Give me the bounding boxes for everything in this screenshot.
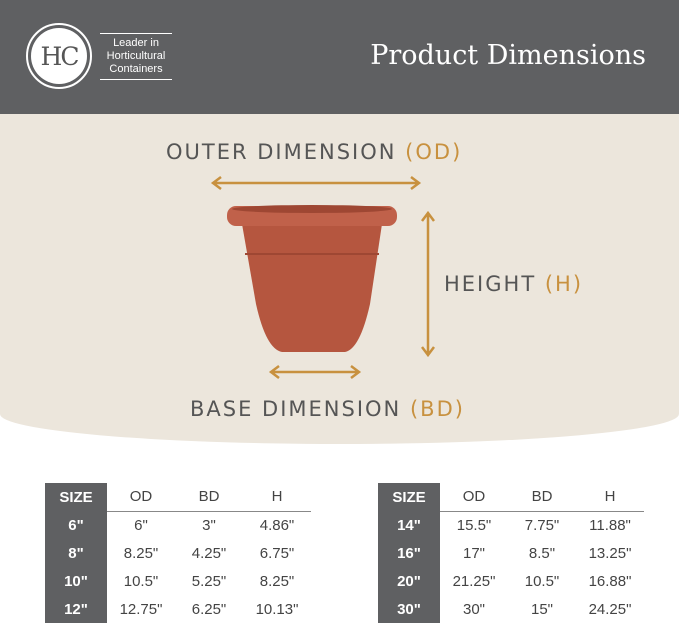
hc-logo: HC (26, 23, 92, 89)
dimension-cell: 7.75" (524, 516, 560, 534)
dimension-cell: 15" (530, 600, 553, 618)
dimension-cell: 8.25" (259, 572, 295, 590)
size-cell: 8" (45, 539, 107, 567)
column-header: SIZE (378, 483, 440, 511)
dimension-cell: 8.5" (528, 544, 556, 562)
dimension-cell: 5.25" (191, 572, 227, 590)
header: HC Leader in Horticultural Containers Pr… (0, 0, 679, 114)
table-row: 8" 8.25" 4.25" 6.75" (45, 539, 311, 567)
base-dimension-label: BASE DIMENSION (BD) (190, 397, 465, 421)
size-cell: 12" (45, 595, 107, 623)
dimension-cell: 13.25" (588, 544, 632, 562)
table-row: 14" 15.5" 7.75" 11.88" (378, 511, 644, 539)
dimension-cell: 21.25" (452, 572, 496, 590)
dimension-cell: 4.25" (191, 544, 227, 562)
dimension-cell: 16.88" (588, 572, 632, 590)
column-header: H (576, 483, 644, 512)
table-row: 6" 6" 3" 4.86" (45, 511, 311, 539)
dimension-cell: 10.5" (524, 572, 560, 590)
size-cell: 16" (378, 539, 440, 567)
pot-illustration (210, 176, 435, 379)
size-table-large: SIZE OD BD H 14" 15.5" 7.75" 11.88" 16" 17" 8.5" 13… (378, 483, 644, 623)
dimension-cell: 11.88" (589, 516, 631, 534)
size-cell: 20" (378, 567, 440, 595)
dimension-cell: 6.25" (191, 600, 227, 618)
dimension-cell: 6" (134, 516, 148, 534)
table-row: 20" 21.25" 10.5" 16.88" (378, 567, 644, 595)
table-row: 16" 17" 8.5" 13.25" (378, 539, 644, 567)
height-label: HEIGHT (H) (444, 272, 584, 296)
size-cell: 6" (45, 511, 107, 539)
size-cell: 30" (378, 595, 440, 623)
size-table-small: SIZE OD BD H 6" 6" 3" 4.86" 8" 8.25" 4.25" 6.75" 10"… (45, 483, 311, 623)
dimension-cell: 10.13" (255, 600, 299, 618)
dimension-diagram: OUTER DIMENSION (OD) HEIGHT (H) BASE DIM… (0, 114, 679, 444)
tagline: Leader in Horticultural Containers (100, 33, 172, 80)
size-cell: 10" (45, 567, 107, 595)
size-cell: 14" (378, 511, 440, 539)
dimension-cell: 3" (202, 516, 216, 534)
dimension-cell: 4.86" (259, 516, 295, 534)
dimension-cell: 10.5" (123, 572, 159, 590)
table-row: 30" 30" 15" 24.25" (378, 595, 644, 623)
dimension-cell: 30" (462, 600, 485, 618)
dimension-cell: 17" (462, 544, 485, 562)
page-title: Product Dimensions (370, 40, 646, 71)
column-header: OD (107, 483, 175, 512)
table-row: 12" 12.75" 6.25" 10.13" (45, 595, 311, 623)
dimension-cell: 6.75" (259, 544, 295, 562)
table-header-row: SIZE OD BD H (378, 483, 644, 512)
table-row: 10" 10.5" 5.25" 8.25" (45, 567, 311, 595)
dimension-cell: 8.25" (123, 544, 159, 562)
dimension-cell: 15.5" (456, 516, 492, 534)
column-header: H (243, 483, 311, 512)
column-header: SIZE (45, 483, 107, 511)
outer-dimension-label: OUTER DIMENSION (OD) (166, 140, 463, 164)
dimension-cell: 24.25" (588, 600, 632, 618)
table-header-row: SIZE OD BD H (45, 483, 311, 512)
column-header: OD (440, 483, 508, 512)
dimension-cell: 12.75" (119, 600, 163, 618)
column-header: BD (508, 483, 576, 512)
arrow-icons (210, 176, 435, 379)
column-header: BD (175, 483, 243, 512)
